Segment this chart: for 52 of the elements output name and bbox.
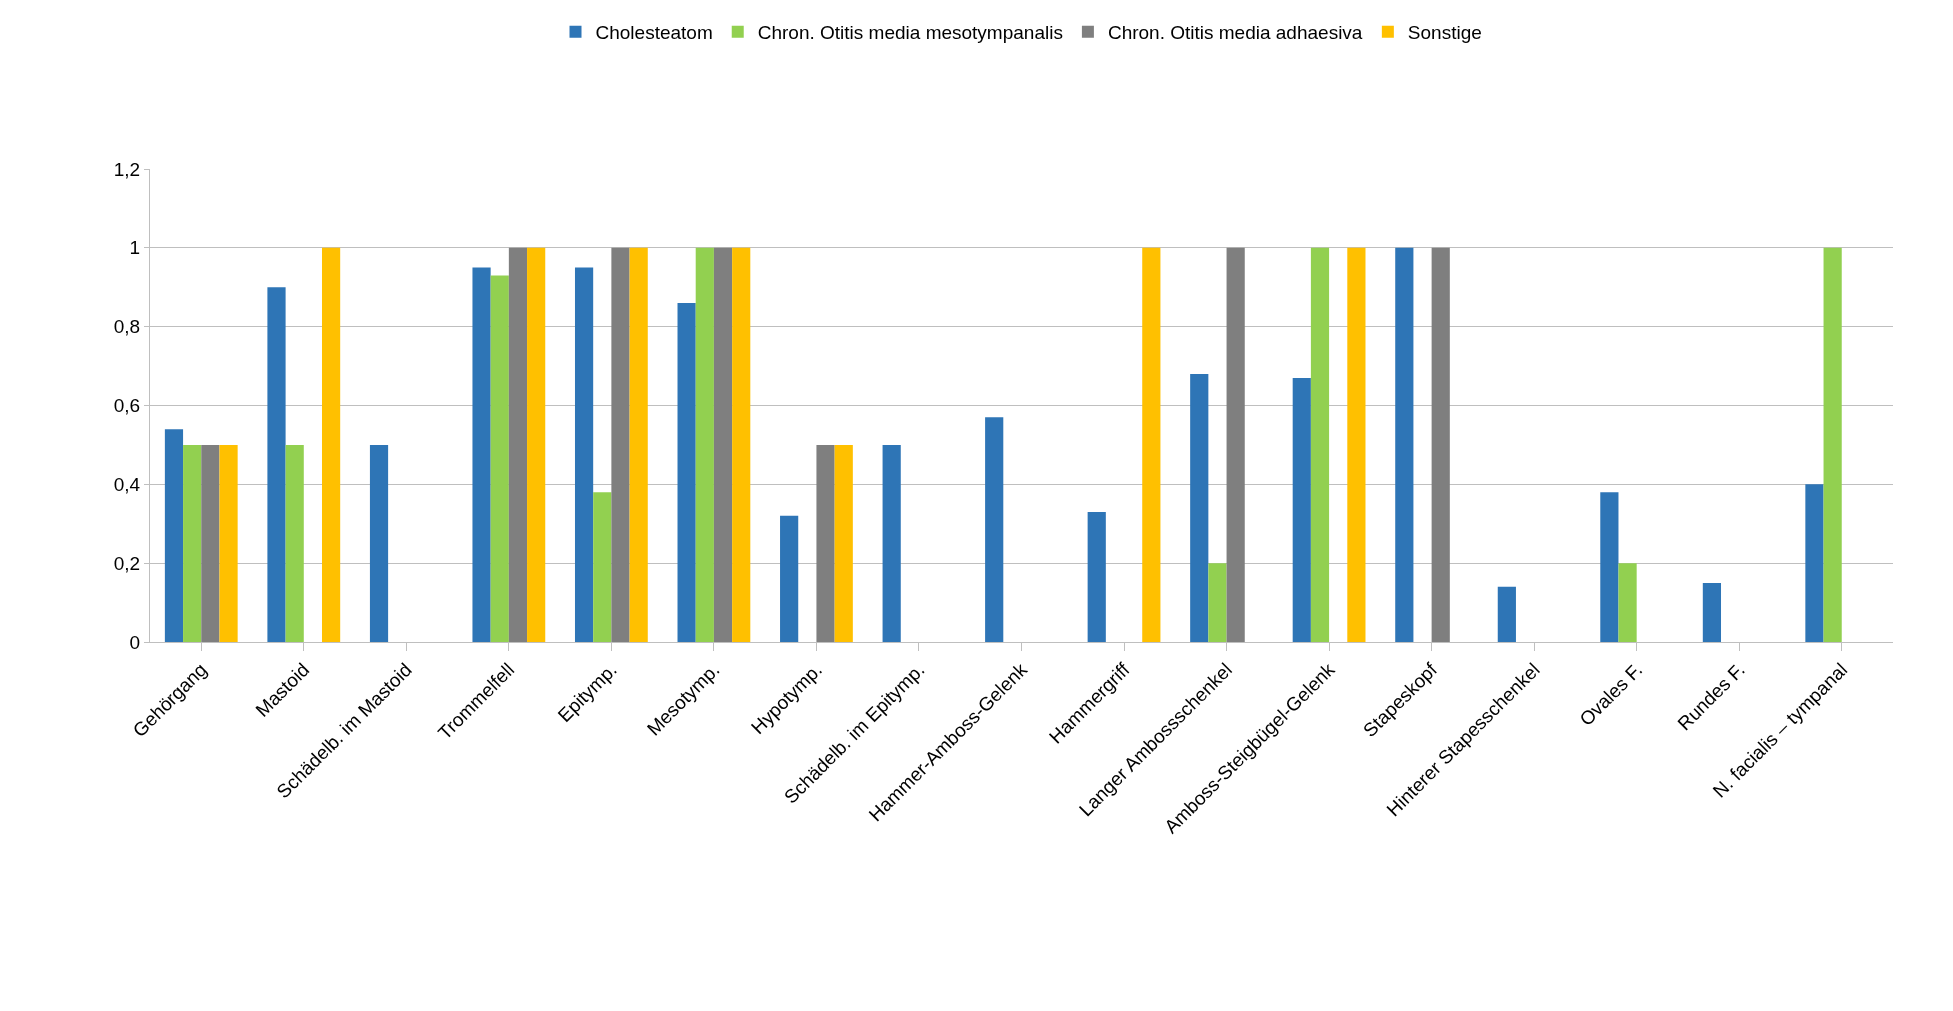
bar bbox=[985, 417, 1004, 642]
bar bbox=[732, 247, 751, 642]
bar bbox=[1600, 492, 1619, 642]
bar bbox=[508, 247, 528, 642]
bar bbox=[1190, 373, 1209, 642]
bar bbox=[1292, 377, 1311, 642]
y-tick-label: 0,6 bbox=[113, 395, 141, 417]
y-tick-label: 0,8 bbox=[113, 316, 141, 338]
bar bbox=[1347, 247, 1366, 642]
bar bbox=[1226, 247, 1245, 642]
bar bbox=[834, 444, 853, 642]
bar bbox=[593, 492, 612, 642]
bar bbox=[285, 444, 304, 642]
bar bbox=[629, 247, 648, 642]
bar bbox=[713, 247, 733, 642]
bar bbox=[1805, 484, 1824, 642]
legend-label: Cholesteatom bbox=[595, 22, 713, 44]
bar bbox=[472, 267, 491, 642]
bar bbox=[1431, 247, 1450, 642]
bar bbox=[1208, 563, 1227, 642]
bar bbox=[1395, 247, 1414, 642]
bar bbox=[882, 444, 901, 642]
bar bbox=[574, 267, 594, 642]
bar bbox=[490, 275, 509, 642]
legend-label: Chron. Otitis media mesotympanalis bbox=[757, 22, 1063, 44]
bar bbox=[201, 444, 220, 642]
bar bbox=[527, 247, 546, 642]
bar bbox=[183, 444, 202, 642]
bar bbox=[1823, 247, 1842, 642]
bar bbox=[369, 444, 389, 642]
bar bbox=[219, 444, 238, 642]
bar bbox=[1310, 247, 1330, 642]
bar bbox=[780, 515, 799, 642]
bar bbox=[1618, 563, 1637, 642]
bar bbox=[695, 247, 714, 642]
bar bbox=[611, 247, 630, 642]
y-tick-label: 0 bbox=[129, 631, 141, 653]
bar bbox=[1702, 582, 1722, 642]
bar bbox=[267, 287, 286, 642]
bar bbox=[321, 247, 341, 642]
bar bbox=[1497, 586, 1516, 642]
legend-label: Sonstige bbox=[1407, 22, 1482, 44]
bar bbox=[164, 429, 184, 642]
y-tick-label: 1,2 bbox=[113, 158, 141, 180]
bar bbox=[1142, 247, 1161, 642]
bar bbox=[677, 303, 696, 642]
legend-label: Chron. Otitis media adhaesiva bbox=[1107, 22, 1363, 44]
bar bbox=[1087, 511, 1106, 642]
bar bbox=[816, 444, 835, 642]
y-tick-label: 0,2 bbox=[113, 552, 141, 574]
y-tick-label: 1 bbox=[129, 237, 141, 259]
y-tick-label: 0,4 bbox=[113, 473, 141, 495]
